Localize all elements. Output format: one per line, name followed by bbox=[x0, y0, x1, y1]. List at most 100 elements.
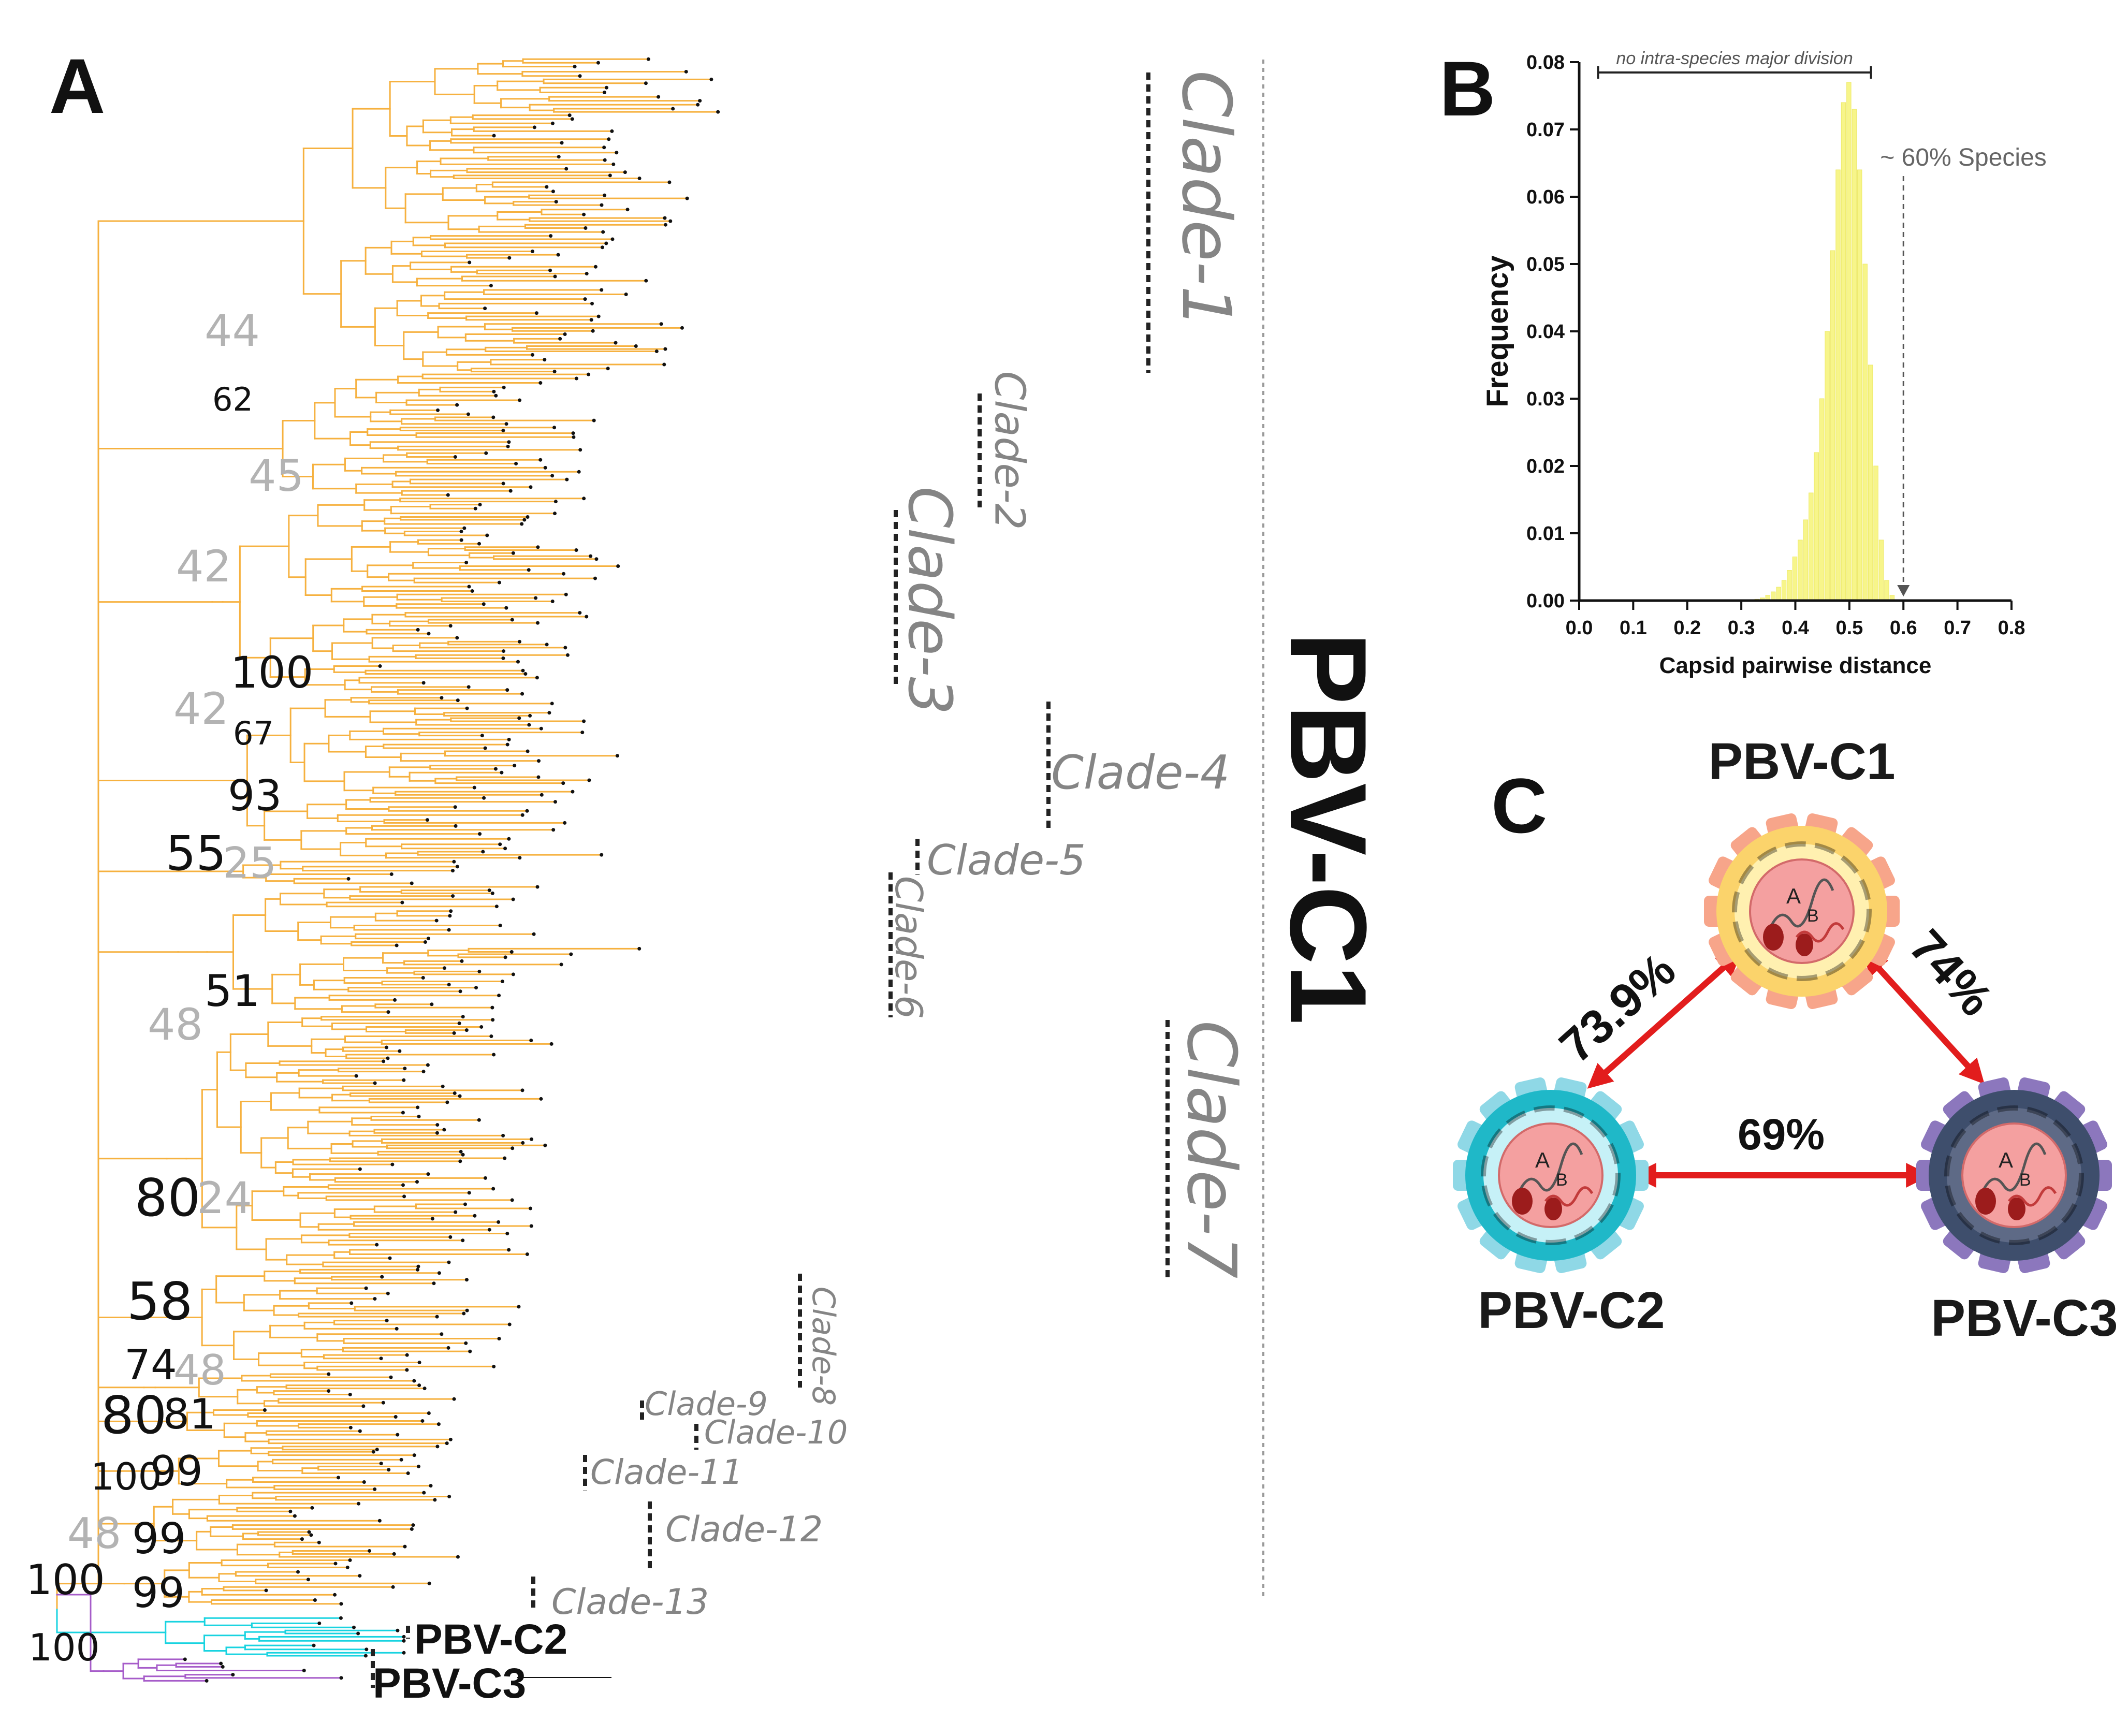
tree-tip bbox=[603, 158, 607, 162]
tree-tip bbox=[558, 337, 562, 341]
clade-1-label: Clade-1 bbox=[1167, 70, 1246, 329]
tree-tip bbox=[492, 1364, 496, 1368]
tree-tip bbox=[498, 924, 502, 928]
tree-tip bbox=[663, 223, 667, 227]
tree-tip bbox=[535, 621, 540, 625]
tree-tip bbox=[422, 1491, 426, 1495]
tree-tip bbox=[296, 1570, 300, 1574]
bootstrap-value: 55 bbox=[166, 826, 227, 881]
tree-tip bbox=[614, 341, 618, 345]
tree-tip bbox=[634, 344, 638, 348]
pbv-c1-tree-label: PBV-C1 bbox=[1267, 632, 1389, 1025]
tree-tips bbox=[183, 57, 720, 1683]
tree-tip bbox=[484, 451, 488, 455]
tree-tip bbox=[306, 1578, 310, 1582]
tree-tip bbox=[402, 1651, 406, 1655]
histogram-bar bbox=[1862, 264, 1868, 601]
bootstrap-value: 99 bbox=[150, 1447, 203, 1495]
tree-tip bbox=[529, 485, 533, 489]
tree-tip bbox=[596, 314, 601, 318]
tree-tip bbox=[446, 1346, 450, 1350]
tree-tip bbox=[455, 636, 459, 640]
tree-tip bbox=[567, 113, 572, 118]
tree-tip bbox=[430, 1002, 434, 1006]
tree-tip bbox=[547, 711, 551, 715]
tree-tip bbox=[563, 646, 567, 650]
tree-tip bbox=[363, 1654, 368, 1658]
tree-tip bbox=[550, 600, 555, 604]
x-tick-label: 0.3 bbox=[1728, 617, 1755, 639]
tree-tip bbox=[536, 759, 541, 763]
x-tick-label: 0.8 bbox=[1998, 617, 2025, 639]
tree-tip bbox=[549, 234, 553, 238]
tree-tip bbox=[552, 426, 557, 430]
tree-tip bbox=[516, 660, 520, 664]
tree-tip bbox=[504, 606, 508, 610]
tree-tip bbox=[483, 307, 487, 311]
tree-tip bbox=[386, 1291, 390, 1295]
tree-tip bbox=[183, 1657, 187, 1661]
pbv-c2-node-label: PBV-C2 bbox=[1478, 1281, 1665, 1339]
tree-tip bbox=[564, 592, 568, 596]
distance-histogram: 0.00 0.01 0.02 0.03 0.04 0.05 0.06 0.07 0.08 0.0 0… bbox=[1481, 49, 2047, 678]
tree-tip bbox=[548, 268, 552, 272]
bootstrap-value: 42 bbox=[176, 541, 231, 592]
tree-tip bbox=[498, 842, 502, 847]
tree-tip bbox=[490, 891, 494, 895]
tree-tip bbox=[412, 1453, 416, 1457]
tree-tip bbox=[219, 1661, 223, 1666]
tree-tip bbox=[416, 628, 420, 632]
tree-tip bbox=[445, 1441, 449, 1446]
tree-tip bbox=[479, 1025, 484, 1029]
dsrna-segment-b bbox=[2008, 1186, 2057, 1207]
histogram-bar bbox=[1798, 539, 1803, 601]
tree-tip bbox=[457, 1022, 461, 1026]
tree-tip bbox=[637, 176, 642, 180]
tree-tip bbox=[562, 572, 565, 576]
tree-tip bbox=[585, 272, 589, 276]
tree-tip bbox=[616, 564, 620, 568]
tree-tip bbox=[668, 219, 673, 223]
tree-tip bbox=[429, 1484, 433, 1488]
tree-tip bbox=[385, 1319, 389, 1323]
tree-tip bbox=[585, 615, 589, 619]
tree-tip bbox=[361, 1404, 366, 1408]
tree-tip bbox=[405, 1368, 409, 1372]
tree-tip bbox=[375, 1448, 379, 1452]
tree-tip bbox=[528, 713, 532, 718]
tree-tip bbox=[556, 253, 560, 257]
tree-tip bbox=[603, 193, 607, 197]
tree-tip bbox=[465, 706, 469, 710]
tree-tip bbox=[356, 1631, 360, 1636]
clade-4-label: Clade-4 bbox=[1051, 746, 1230, 800]
tree-tip bbox=[529, 1039, 533, 1043]
tree-tip bbox=[663, 347, 667, 351]
tree-tip bbox=[549, 1042, 553, 1046]
tree-tip bbox=[465, 1308, 469, 1312]
bootstrap-value: 58 bbox=[127, 1271, 193, 1332]
segment-label-a: A bbox=[1786, 884, 1801, 908]
tree-tip bbox=[388, 1256, 392, 1260]
tree-tip bbox=[313, 1598, 317, 1602]
clade-7-label: Clade-7 bbox=[1172, 1020, 1251, 1279]
tree-tip bbox=[442, 966, 446, 970]
tree-tip bbox=[302, 1669, 306, 1673]
tree-tip bbox=[432, 1281, 436, 1286]
tree-tip bbox=[600, 203, 604, 207]
segment-label-b: B bbox=[2019, 1170, 2031, 1190]
tree-tip bbox=[545, 643, 549, 647]
tree-tip bbox=[402, 1078, 406, 1082]
pbv-c3-tree-label: PBV-C3 bbox=[373, 1660, 527, 1707]
tree-tip bbox=[596, 61, 600, 65]
tree-tip bbox=[561, 781, 565, 785]
tree-tip bbox=[503, 1156, 507, 1160]
tree-tip bbox=[501, 656, 505, 660]
histogram-bar bbox=[1873, 465, 1878, 601]
histogram-bar bbox=[1884, 580, 1889, 601]
tree-tip bbox=[406, 1471, 410, 1476]
x-tick-label: 0.5 bbox=[1835, 617, 1863, 639]
bootstrap-value: 100 bbox=[26, 1556, 105, 1604]
tree-tip bbox=[517, 639, 521, 644]
tree-tip bbox=[574, 548, 578, 552]
bootstrap-value: 48 bbox=[173, 1346, 226, 1394]
